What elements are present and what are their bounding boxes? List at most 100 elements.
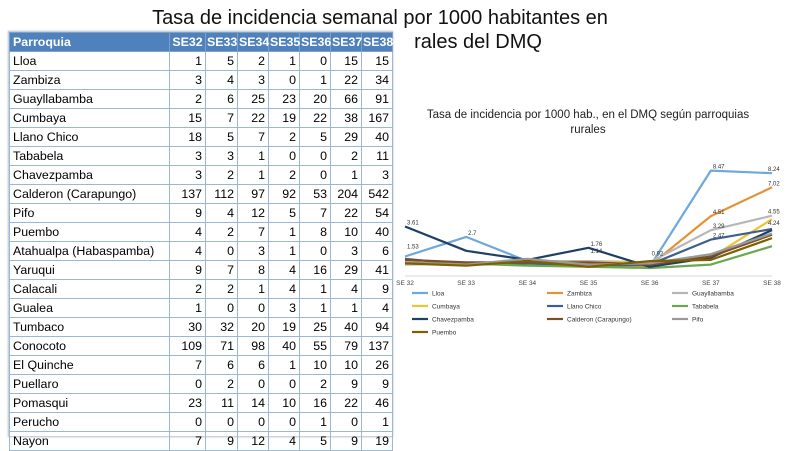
value-cell: 0 — [268, 374, 300, 394]
value-cell: 4 — [169, 241, 206, 261]
legend-label: Zambiza — [567, 291, 592, 298]
value-cell: 10 — [268, 393, 300, 413]
legend-label: Pifo — [692, 317, 704, 324]
value-cell: 4 — [361, 298, 393, 318]
parroquia-cell: Tababela — [9, 146, 170, 166]
value-cell: 54 — [361, 203, 393, 223]
x-tick-label: SE 35 — [580, 280, 598, 287]
value-cell: 15 — [361, 51, 393, 71]
data-label: 4.55 — [768, 210, 780, 216]
legend-label: Llano Chico — [567, 304, 602, 311]
value-cell: 6 — [205, 355, 238, 375]
table-row: Gualea 1 0 0 3 1 1 4 — [9, 298, 393, 318]
value-cell: 97 — [237, 184, 269, 204]
value-cell: 7 — [205, 260, 238, 280]
table-row: Puellaro 0 2 0 0 2 9 9 — [9, 374, 393, 394]
incidence-table: Parroquia SE32 SE33 SE34 SE35 SE36 SE37 … — [9, 32, 393, 451]
incidence-table-panel: Parroquia SE32 SE33 SE34 SE35 SE36 SE37 … — [8, 31, 393, 451]
value-cell: 9 — [205, 431, 238, 451]
value-cell: 16 — [299, 260, 331, 280]
series-line — [404, 225, 773, 268]
parroquia-cell: Atahualpa (Habaspamba) — [9, 241, 170, 261]
value-cell: 3 — [361, 165, 393, 185]
parroquia-cell: El Quinche — [9, 355, 170, 375]
value-cell: 40 — [330, 317, 362, 337]
value-cell: 0 — [169, 374, 206, 394]
chart-title-line2: rurales — [570, 124, 605, 136]
data-label: 3.29 — [713, 224, 725, 230]
data-label: 2.47 — [713, 234, 725, 240]
value-cell: 20 — [299, 89, 331, 109]
value-cell: 32 — [205, 317, 238, 337]
value-cell: 38 — [330, 108, 362, 128]
value-cell: 10 — [299, 355, 331, 375]
data-label: 4.51 — [713, 210, 725, 216]
column-header: SE35 — [268, 32, 300, 52]
value-cell: 12 — [237, 431, 269, 451]
data-label: 3.61 — [407, 220, 419, 226]
legend-label: Tababela — [692, 304, 719, 311]
table-row: Tababela 3 3 1 0 0 2 11 — [9, 146, 393, 166]
parroquia-cell: Chavezpamba — [9, 165, 170, 185]
value-cell: 109 — [169, 336, 206, 356]
value-cell: 4 — [205, 203, 238, 223]
value-cell: 19 — [268, 317, 300, 337]
value-cell: 0 — [299, 146, 331, 166]
value-cell: 5 — [299, 431, 331, 451]
value-cell: 25 — [299, 317, 331, 337]
slide-title-line2: rales del DMQ — [414, 31, 542, 53]
column-header: SE37 — [330, 32, 362, 52]
value-cell: 2 — [237, 51, 269, 71]
parroquia-cell: Tumbaco — [9, 317, 170, 337]
value-cell: 7 — [299, 203, 331, 223]
value-cell: 5 — [205, 51, 238, 71]
data-label: 4.24 — [768, 221, 780, 227]
parroquia-cell: Nayon — [9, 431, 170, 451]
series-layer — [404, 169, 773, 270]
value-cell: 2 — [268, 127, 300, 147]
data-label: 7.02 — [768, 181, 780, 187]
value-cell: 0 — [299, 241, 331, 261]
x-axis: SE 32 SE 33 SE 34 SE 35 SE 36 SE 37 SE 38 — [396, 275, 781, 287]
value-cell: 19 — [361, 431, 393, 451]
column-header: SE38 — [361, 32, 393, 52]
value-cell: 79 — [330, 336, 362, 356]
value-cell: 4 — [268, 260, 300, 280]
value-cell: 23 — [169, 393, 206, 413]
table-row: El Quinche 7 6 6 1 10 10 26 — [9, 355, 393, 375]
value-cell: 1 — [299, 298, 331, 318]
legend-label: Cumbaya — [432, 304, 460, 311]
value-cell: 40 — [361, 127, 393, 147]
incidence-line-chart: Tasa de incidencia por 1000 hab., en el … — [392, 98, 792, 338]
data-label: 2.7 — [468, 231, 477, 237]
table-row: Zambiza 3 4 3 0 1 22 34 — [9, 70, 393, 90]
x-tick-label: SE 32 — [396, 280, 414, 287]
value-cell: 11 — [361, 146, 393, 166]
value-cell: 46 — [361, 393, 393, 413]
value-cell: 11 — [205, 393, 238, 413]
value-cell: 112 — [205, 184, 238, 204]
value-cell: 204 — [330, 184, 362, 204]
column-header: SE36 — [299, 32, 331, 52]
value-cell: 71 — [205, 336, 238, 356]
value-cell: 9 — [330, 374, 362, 394]
data-label: 1.76 — [591, 242, 603, 248]
series-line — [404, 233, 773, 266]
value-cell: 16 — [299, 393, 331, 413]
data-labels: 3.61 1.53 2.7 1.761.14 0.92 8.47 8.24 7.02 4.51 4… — [407, 165, 780, 258]
chart-svg: Tasa de incidencia por 1000 hab., en el … — [396, 109, 781, 337]
data-label: 8.47 — [713, 165, 725, 171]
slide-title-line1: Tasa de incidencia semanal por 1000 habi… — [152, 7, 608, 29]
parroquia-cell: Conocoto — [9, 336, 170, 356]
value-cell: 4 — [205, 70, 238, 90]
value-cell: 23 — [268, 89, 300, 109]
value-cell: 5 — [299, 127, 331, 147]
value-cell: 10 — [330, 355, 362, 375]
value-cell: 94 — [361, 317, 393, 337]
table-row: Calacali 2 2 1 4 1 4 9 — [9, 279, 393, 299]
value-cell: 91 — [361, 89, 393, 109]
value-cell: 2 — [169, 89, 206, 109]
table-row: Puembo 4 2 7 1 8 10 40 — [9, 222, 393, 242]
parroquia-cell: Gualea — [9, 298, 170, 318]
value-cell: 0 — [169, 412, 206, 432]
